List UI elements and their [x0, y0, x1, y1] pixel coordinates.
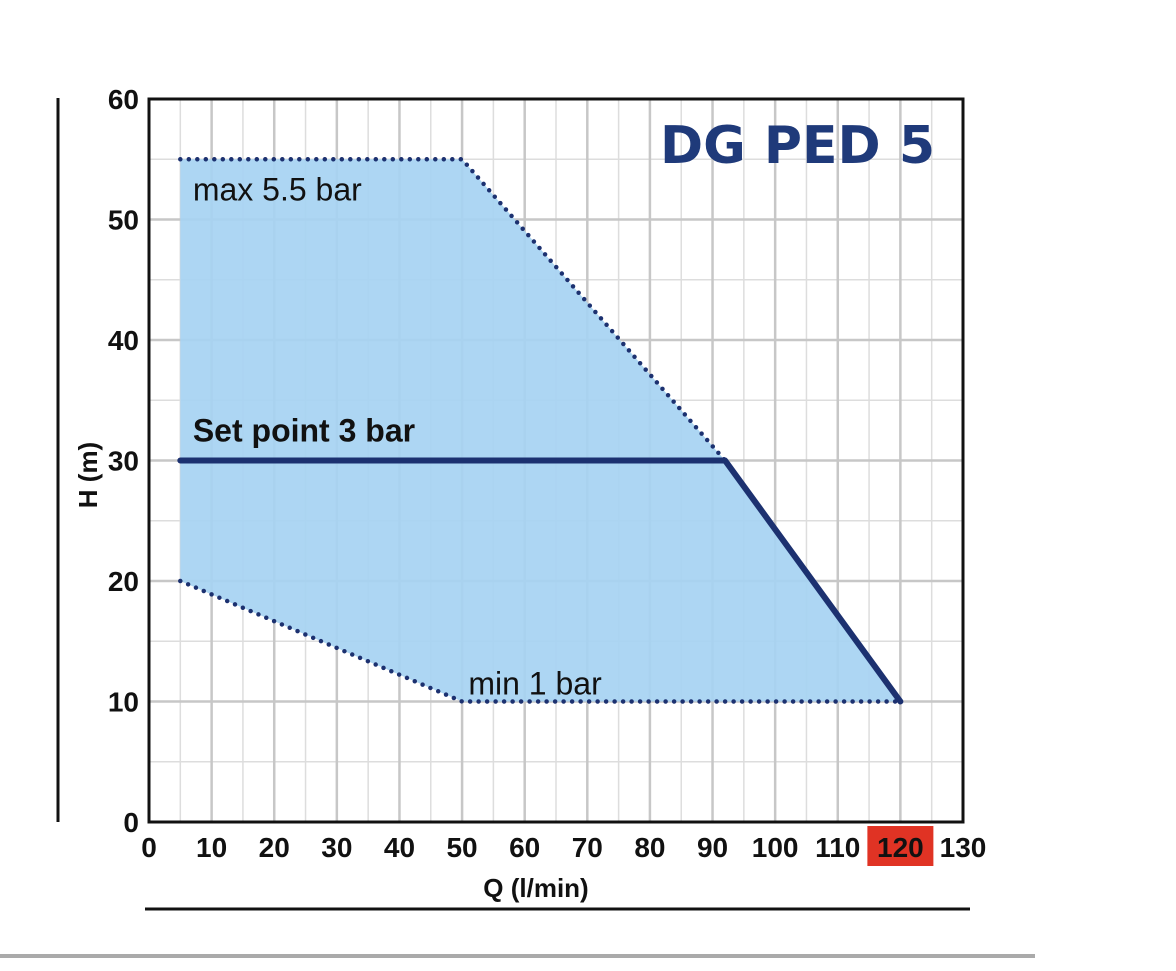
x-tick-label: 20 — [259, 832, 290, 863]
x-tick-labels: 0 10 20 30 40 50 60 70 80 90 100 110 120 130 — [141, 826, 986, 866]
x-tick-label: 70 — [572, 832, 603, 863]
x-tick-label: 60 — [509, 832, 540, 863]
series-line-2 — [177, 457, 904, 705]
annotation-label: Set point 3 bar — [193, 412, 415, 448]
annotations: max 5.5 bar Set point 3 bar min 1 bar — [193, 171, 602, 701]
y-tick-label: 60 — [108, 84, 139, 115]
x-tick-label: 40 — [384, 832, 415, 863]
y-tick-labels: 0 10 20 30 40 50 60 — [108, 84, 139, 838]
plot-frame — [147, 97, 965, 824]
annotation-label: max 5.5 bar — [193, 171, 362, 207]
x-tick-label: 90 — [697, 832, 728, 863]
operating-area — [180, 159, 901, 702]
x-tick-label: 110 — [815, 832, 860, 863]
y-tick-label: 10 — [108, 687, 139, 718]
y-tick-label: 20 — [108, 566, 139, 597]
x-tick-label: 130 — [940, 832, 987, 863]
series-line-1 — [178, 578, 903, 704]
annotation-label: min 1 bar — [468, 665, 602, 701]
y-tick-label: 30 — [108, 446, 139, 477]
x-tick-label: 100 — [752, 832, 799, 863]
chart-title: DG PED 5 — [660, 116, 935, 176]
x-tick-label: 30 — [321, 832, 352, 863]
x-tick-label: 10 — [196, 832, 227, 863]
y-tick-label: 0 — [123, 807, 139, 838]
series-line-0 — [178, 157, 728, 463]
x-tick-label: 120 — [877, 832, 924, 863]
x-tick-label: 0 — [141, 832, 157, 863]
y-axis-label: H (m) — [73, 442, 103, 508]
y-tick-label: 40 — [108, 325, 139, 356]
highlight-tick-bg — [867, 826, 934, 866]
series-layer — [177, 157, 904, 705]
x-tick-label: 80 — [634, 832, 665, 863]
x-tick-label: 50 — [446, 832, 477, 863]
x-axis-label: Q (l/min) — [483, 873, 588, 903]
y-tick-label: 50 — [108, 205, 139, 236]
